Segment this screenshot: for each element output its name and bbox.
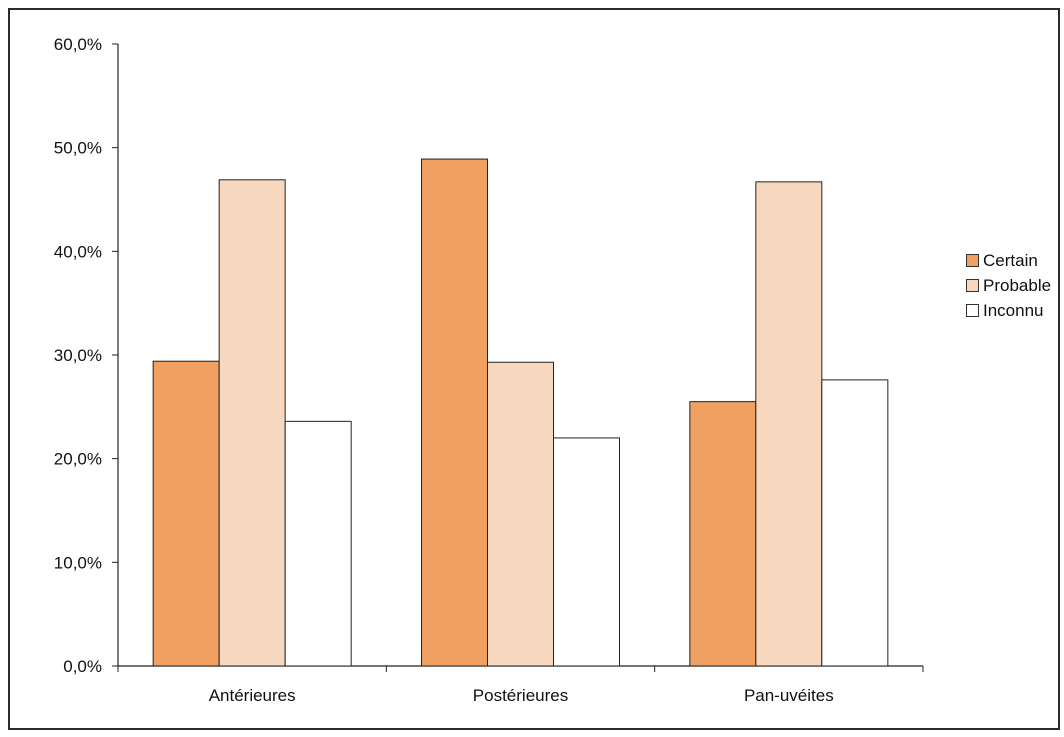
legend-item-inconnu: Inconnu xyxy=(966,298,1056,323)
bar-inconnu-1 xyxy=(553,437,620,667)
legend-swatch-probable xyxy=(966,279,979,292)
y-tick-label: 40,0% xyxy=(54,242,102,261)
y-tick-label: 20,0% xyxy=(54,450,102,469)
bar-probable-2 xyxy=(755,181,823,667)
y-axis: 0,0% 10,0% 20,0% 30,0% 40,0% 50,0% 60,0% xyxy=(54,35,119,676)
legend: Certain Probable Inconnu xyxy=(966,248,1056,323)
bar-inconnu-2 xyxy=(821,379,889,667)
bar-certain-1 xyxy=(421,158,488,667)
legend-swatch-certain xyxy=(966,254,979,267)
y-tick-label: 0,0% xyxy=(63,657,102,676)
bar-certain-0 xyxy=(152,360,220,667)
legend-item-certain: Certain xyxy=(966,248,1056,273)
x-tick-label: Pan-uvéites xyxy=(744,686,834,705)
y-tick-label: 30,0% xyxy=(54,346,102,365)
x-tick-label: Postérieures xyxy=(473,686,568,705)
bar-certain-2 xyxy=(689,401,757,667)
x-tick-label: Antérieures xyxy=(209,686,296,705)
y-tick-label: 50,0% xyxy=(54,139,102,158)
bar-probable-0 xyxy=(218,179,286,667)
legend-swatch-inconnu xyxy=(966,304,979,317)
y-tick-label: 10,0% xyxy=(54,553,102,572)
x-axis: Antérieures Postérieures Pan-uvéites xyxy=(117,665,924,705)
bars xyxy=(152,158,889,667)
y-tick-label: 60,0% xyxy=(54,35,102,54)
legend-label-inconnu: Inconnu xyxy=(983,300,1044,320)
legend-label-certain: Certain xyxy=(983,250,1038,270)
legend-item-probable: Probable xyxy=(966,273,1056,298)
legend-label-probable: Probable xyxy=(983,275,1052,295)
bar-inconnu-0 xyxy=(284,420,352,667)
bar-probable-1 xyxy=(487,361,554,667)
